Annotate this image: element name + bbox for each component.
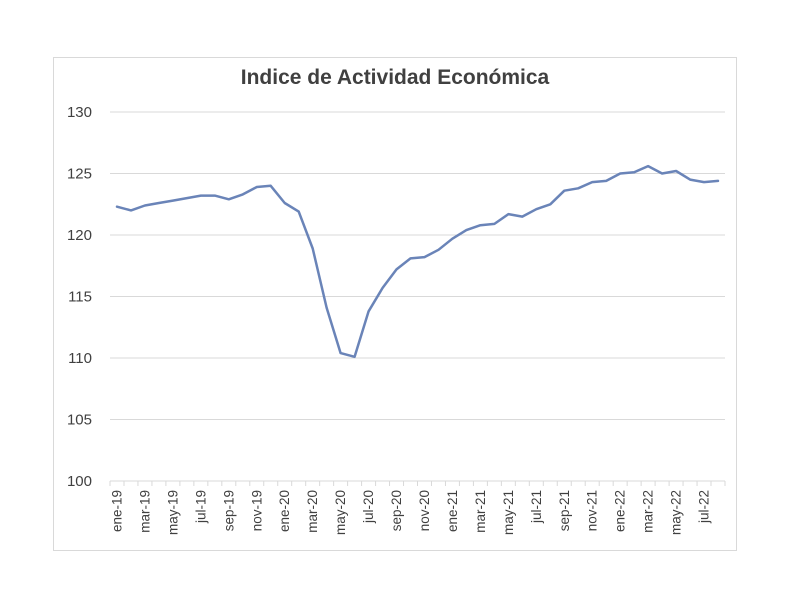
x-tick-label: jul-22 — [697, 490, 712, 524]
series-line — [115, 164, 720, 359]
x-tick-label: mar-21 — [473, 490, 488, 533]
x-tick-label: sep-21 — [557, 490, 572, 531]
y-tick-label: 105 — [67, 412, 92, 429]
chart-frame — [53, 57, 737, 551]
y-tick-label: 100 — [67, 473, 92, 490]
x-tick-label: ene-19 — [109, 490, 124, 532]
x-tick-label: may-22 — [669, 490, 684, 535]
x-tick-label: nov-19 — [249, 490, 264, 531]
chart-title: Indice de Actividad Económica — [240, 66, 550, 89]
y-tick-label: 125 — [67, 166, 92, 183]
x-tick-label: may-19 — [165, 490, 180, 535]
x-tick-label: ene-21 — [445, 490, 460, 532]
x-tick-label: ene-20 — [277, 490, 292, 532]
x-axis: ene-19 mar-19 may-19 jul-19 sep-19 nov-19 ene-… — [109, 481, 726, 535]
x-tick-label: mar-22 — [641, 490, 656, 533]
series-layer — [115, 164, 720, 359]
x-tick-label: may-20 — [333, 490, 348, 535]
x-tick-label: nov-20 — [417, 490, 432, 531]
y-axis-labels: 100 105 110 115 120 125 130 — [67, 104, 92, 490]
y-tick-label: 115 — [68, 289, 92, 306]
x-tick-label: jul-21 — [529, 490, 544, 524]
y-tick-label: 120 — [67, 227, 92, 244]
y-tick-label: 130 — [67, 104, 92, 121]
x-tick-label: sep-19 — [221, 490, 236, 531]
x-tick-label: sep-20 — [389, 490, 404, 531]
x-tick-label: mar-20 — [305, 490, 320, 533]
gridlines — [110, 111, 725, 482]
x-tick-label: nov-21 — [585, 490, 600, 531]
x-tick-label: mar-19 — [137, 490, 152, 533]
x-tick-label: ene-22 — [613, 490, 628, 532]
x-tick-label: may-21 — [501, 490, 516, 535]
y-tick-label: 110 — [68, 350, 92, 367]
x-tick-label: jul-20 — [361, 490, 376, 524]
x-tick-label: jul-19 — [193, 490, 208, 524]
